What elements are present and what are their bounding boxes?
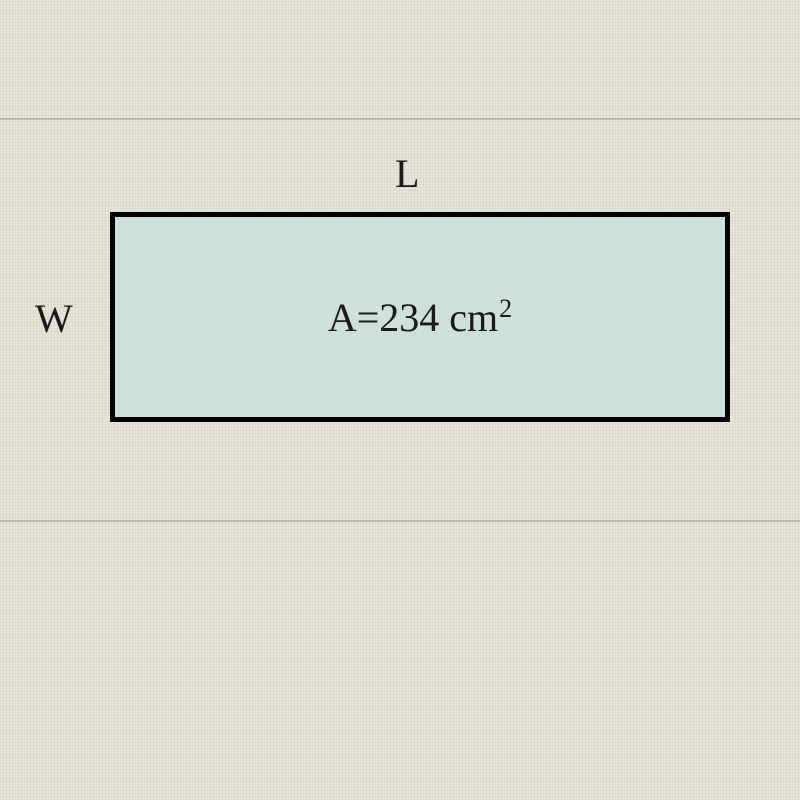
horizontal-rule-bottom bbox=[0, 520, 800, 522]
length-label: L bbox=[395, 150, 419, 197]
area-value: A=234 cm2 bbox=[328, 294, 512, 341]
area-base-text: A=234 cm bbox=[328, 294, 498, 341]
area-exponent: 2 bbox=[499, 294, 512, 324]
width-label: W bbox=[35, 295, 73, 342]
area-rectangle: A=234 cm2 bbox=[110, 212, 730, 422]
horizontal-rule-top bbox=[0, 118, 800, 120]
